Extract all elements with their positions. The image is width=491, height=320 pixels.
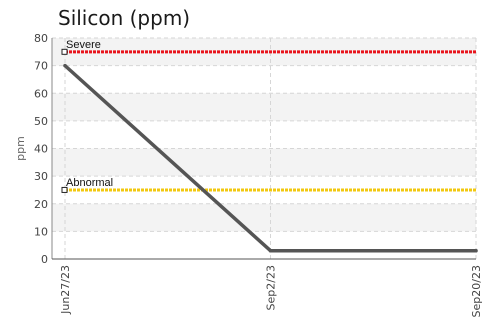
x-tick-label: Sep2/23 <box>265 265 278 310</box>
y-tick-label: 20 <box>34 198 48 211</box>
grid-lines <box>52 37 477 259</box>
x-tick-label: Sep20/23 <box>470 265 483 317</box>
data-point <box>268 248 273 253</box>
x-tick-label: Jun27/23 <box>59 265 72 315</box>
y-tick-label: 40 <box>34 143 48 156</box>
y-tick-label: 10 <box>34 225 48 238</box>
axes <box>51 38 476 260</box>
threshold-lines: Severe Abnormal <box>61 39 476 193</box>
y-tick-label: 70 <box>34 60 48 73</box>
y-axis-label: ppm <box>14 136 27 161</box>
y-tick-label: 80 <box>34 32 48 45</box>
threshold-label: Severe <box>66 39 101 51</box>
threshold-marker <box>61 186 68 193</box>
background-band <box>52 93 476 121</box>
y-tick-label: 0 <box>41 253 48 266</box>
y-axis-ticks: 0 10 20 30 40 50 60 70 80 <box>34 32 48 266</box>
y-tick-label: 30 <box>34 170 48 183</box>
data-point <box>474 248 478 253</box>
y-tick-label: 60 <box>34 87 48 100</box>
background-band <box>52 148 476 177</box>
plot-background-bands <box>52 38 476 232</box>
x-axis-ticks: Jun27/23 Sep2/23 Sep20/23 <box>59 265 483 317</box>
series-lines <box>63 63 478 253</box>
threshold-label: Abnormal <box>66 177 113 189</box>
data-point <box>63 63 67 68</box>
background-band <box>52 203 476 232</box>
threshold-marker <box>61 48 68 55</box>
y-tick-label: 50 <box>34 115 48 128</box>
chart-title: Silicon (ppm) <box>58 6 191 30</box>
